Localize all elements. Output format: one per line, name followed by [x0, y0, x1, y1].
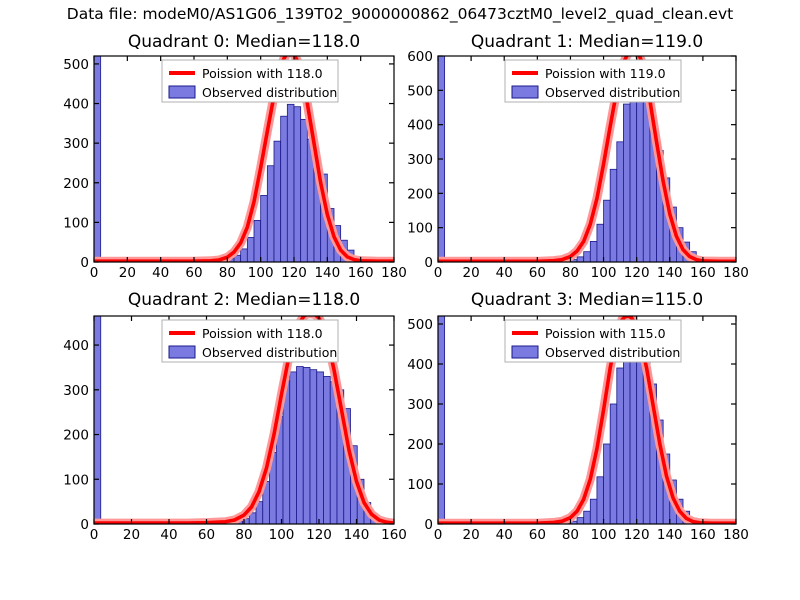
svg-text:200: 200 — [407, 186, 433, 202]
y-axis-ticks: 0 100 200 300 400 500 — [63, 57, 394, 271]
x-axis-ticks: 0 20 40 60 80 100 120 140 160 180 — [434, 316, 748, 543]
svg-text:120: 120 — [624, 527, 650, 543]
subplot-quadrant-1: Quadrant 1: Median=119.0 0 20 40 60 80 100 120 1… — [400, 32, 748, 290]
svg-text:40: 40 — [496, 527, 513, 543]
svg-text:500: 500 — [63, 57, 89, 73]
plot-quadrant-3: 0 20 40 60 80 100 120 140 160 180 0 100 200 300 400 500… — [407, 315, 748, 543]
x-axis-ticks: 0 20 40 60 80 100 120 140 160 180 — [90, 56, 406, 281]
svg-text:160: 160 — [381, 527, 406, 543]
svg-text:100: 100 — [407, 477, 433, 493]
y-axis-ticks: 0 100 200 300 400 500 600 — [407, 49, 736, 271]
legend-label: Poission with 118.0 — [202, 66, 323, 81]
svg-text:80: 80 — [562, 527, 579, 543]
svg-text:140: 140 — [657, 527, 683, 543]
figure-suptitle: Data file: modeM0/AS1G06_139T02_90000008… — [66, 5, 734, 23]
svg-text:400: 400 — [63, 97, 89, 113]
svg-text:20: 20 — [123, 527, 140, 543]
plot-quadrant-2: 0 20 40 60 80 100 120 140 160 0 100 200 300 400 Poissi… — [63, 315, 406, 543]
svg-text:600: 600 — [407, 49, 433, 65]
legend-quadrant-1[interactable]: Poission with 119.0 Observed distribution — [504, 59, 682, 103]
legend-label: Observed distribution — [202, 345, 337, 360]
svg-text:60: 60 — [198, 527, 215, 543]
svg-text:400: 400 — [63, 338, 89, 354]
svg-text:500: 500 — [407, 83, 433, 99]
y-axis-ticks: 0 100 200 300 400 — [63, 338, 394, 533]
svg-text:40: 40 — [160, 527, 177, 543]
subplot-title-quadrant-3: Quadrant 3: Median=115.0 — [470, 290, 704, 310]
svg-text:0: 0 — [90, 527, 99, 543]
svg-text:300: 300 — [63, 383, 89, 399]
svg-text:80: 80 — [562, 265, 579, 281]
svg-text:0: 0 — [424, 255, 433, 271]
svg-text:180: 180 — [723, 527, 748, 543]
svg-text:0: 0 — [80, 255, 89, 271]
svg-text:400: 400 — [407, 357, 433, 373]
legend-label: Poission with 119.0 — [545, 66, 666, 81]
svg-text:80: 80 — [219, 265, 236, 281]
y-axis-ticks: 0 100 200 300 400 500 — [407, 317, 736, 533]
svg-text:100: 100 — [591, 527, 617, 543]
svg-text:300: 300 — [407, 152, 433, 168]
axes-frame — [93, 55, 395, 263]
svg-text:160: 160 — [690, 265, 716, 281]
svg-text:20: 20 — [119, 265, 136, 281]
svg-text:120: 120 — [281, 265, 307, 281]
svg-text:40: 40 — [152, 265, 169, 281]
svg-text:180: 180 — [723, 265, 748, 281]
svg-text:60: 60 — [529, 265, 546, 281]
svg-text:120: 120 — [306, 527, 332, 543]
svg-text:60: 60 — [529, 527, 546, 543]
svg-text:140: 140 — [657, 265, 683, 281]
svg-text:300: 300 — [407, 397, 433, 413]
legend-quadrant-0[interactable]: Poission with 118.0 Observed distribution — [161, 59, 339, 103]
svg-text:60: 60 — [185, 265, 202, 281]
legend-label: Observed distribution — [202, 85, 337, 100]
svg-text:0: 0 — [90, 265, 99, 281]
svg-text:40: 40 — [496, 265, 513, 281]
svg-text:100: 100 — [591, 265, 617, 281]
x-axis-ticks: 0 20 40 60 80 100 120 140 160 — [90, 316, 406, 543]
axes-frame — [437, 315, 737, 525]
svg-text:160: 160 — [348, 265, 374, 281]
svg-text:200: 200 — [63, 428, 89, 444]
subplot-title-quadrant-1: Quadrant 1: Median=119.0 — [470, 32, 704, 52]
svg-text:80: 80 — [235, 527, 252, 543]
svg-text:140: 140 — [314, 265, 340, 281]
svg-text:0: 0 — [424, 517, 433, 533]
svg-text:100: 100 — [248, 265, 274, 281]
legend-label: Observed distribution — [545, 85, 680, 100]
svg-text:100: 100 — [407, 221, 433, 237]
legend-quadrant-2[interactable]: Poission with 118.0 Observed distribution — [161, 319, 339, 363]
svg-text:200: 200 — [63, 176, 89, 192]
x-axis-ticks: 0 20 40 60 80 100 120 140 160 180 — [434, 56, 748, 281]
svg-text:140: 140 — [344, 527, 370, 543]
svg-text:500: 500 — [407, 317, 433, 333]
plot-quadrant-1: 0 20 40 60 80 100 120 140 160 180 0 100 200 300 400 500… — [407, 49, 748, 281]
svg-text:0: 0 — [80, 517, 89, 533]
svg-text:0: 0 — [434, 527, 443, 543]
svg-text:200: 200 — [407, 437, 433, 453]
svg-text:300: 300 — [63, 136, 89, 152]
plot-quadrant-0: 0 20 40 60 80 100 120 140 160 180 0 100 200 300 400 500… — [63, 55, 406, 281]
svg-text:400: 400 — [407, 118, 433, 134]
subplot-quadrant-3: Quadrant 3: Median=115.0 0 20 40 60 80 100 120 1… — [400, 290, 748, 552]
svg-text:100: 100 — [63, 472, 89, 488]
subplot-quadrant-2: Quadrant 2: Median=118.0 0 20 40 60 80 100 120 1… — [58, 290, 406, 552]
svg-text:180: 180 — [381, 265, 406, 281]
svg-text:120: 120 — [624, 265, 650, 281]
subplot-quadrant-0: Quadrant 0: Median=118.0 0 20 40 60 80 100 120 1… — [58, 32, 406, 290]
svg-text:20: 20 — [463, 265, 480, 281]
svg-text:0: 0 — [434, 265, 443, 281]
svg-text:20: 20 — [463, 527, 480, 543]
legend-label: Poission with 118.0 — [202, 326, 323, 341]
svg-text:100: 100 — [63, 215, 89, 231]
legend-label: Observed distribution — [545, 345, 680, 360]
subplot-title-quadrant-0: Quadrant 0: Median=118.0 — [127, 32, 361, 52]
svg-text:100: 100 — [269, 527, 295, 543]
svg-text:160: 160 — [690, 527, 716, 543]
subplot-title-quadrant-2: Quadrant 2: Median=118.0 — [127, 290, 361, 310]
legend-quadrant-3[interactable]: Poission with 115.0 Observed distribution — [504, 319, 682, 363]
legend-label: Poission with 115.0 — [545, 326, 666, 341]
